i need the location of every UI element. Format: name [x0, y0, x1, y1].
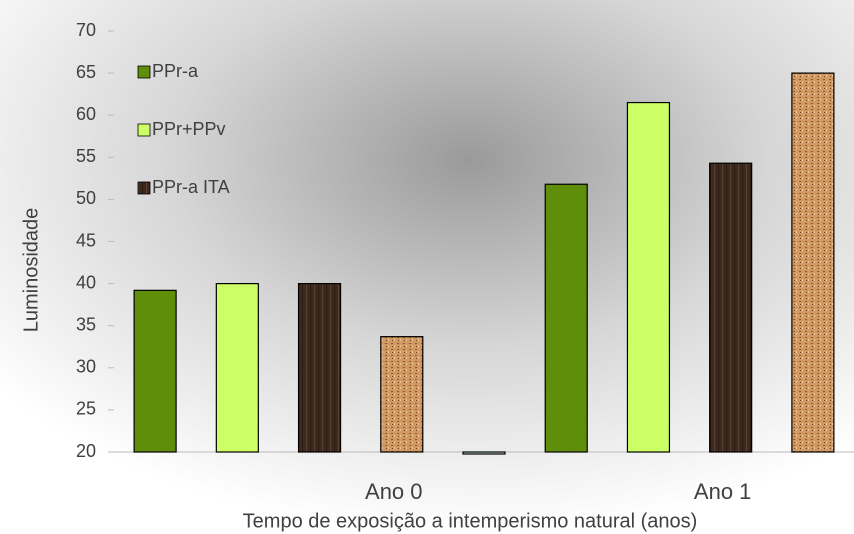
legend-swatch [138, 124, 150, 136]
y-tick-label: 65 [76, 62, 96, 82]
legend-swatch [138, 66, 150, 78]
x-tick-label: Ano 1 [694, 479, 752, 504]
bar [710, 163, 752, 452]
legend-label: PPr-a ITA [152, 177, 230, 197]
bar [381, 337, 423, 452]
y-tick-label: 45 [76, 230, 96, 250]
bar [463, 452, 505, 454]
bar [627, 103, 669, 452]
y-tick-label: 50 [76, 188, 96, 208]
bar [792, 73, 834, 452]
legend-label: PPr-a [152, 61, 199, 81]
x-axis-label: Tempo de exposição a intemperismo natura… [243, 510, 698, 532]
x-tick-label: Ano 0 [365, 479, 423, 504]
bar [299, 284, 341, 452]
y-tick-label: 30 [76, 357, 96, 377]
y-tick-label: 20 [76, 441, 96, 461]
chart: Luminosidade Tempo de exposição a intemp… [0, 0, 854, 534]
y-tick-label: 25 [76, 399, 96, 419]
legend-label: PPr+PPv [152, 119, 226, 139]
y-tick-label: 55 [76, 146, 96, 166]
y-tick-label: 35 [76, 314, 96, 334]
y-tick-label: 60 [76, 104, 96, 124]
legend-swatch [138, 182, 150, 194]
bar [134, 290, 176, 452]
bar [545, 184, 587, 452]
bar [216, 284, 258, 452]
y-tick-label: 40 [76, 272, 96, 292]
y-axis-label: Luminosidade [20, 208, 42, 333]
y-tick-label: 70 [76, 20, 96, 40]
